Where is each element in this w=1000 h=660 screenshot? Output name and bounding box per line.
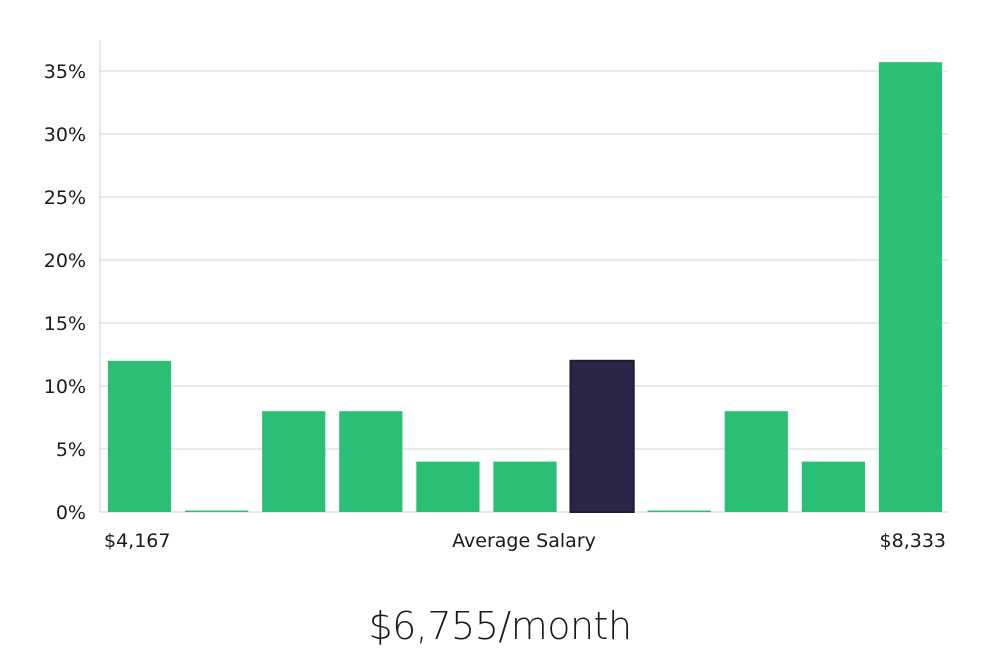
x-axis-title: Average Salary [452,530,596,552]
y-tick-label: 30% [44,124,86,146]
y-tick-label: 15% [44,313,86,335]
bar [493,461,557,512]
bar-highlighted [569,359,635,513]
bars [107,62,943,513]
y-tick-label: 25% [44,187,86,209]
bar [339,411,403,512]
bar [647,510,711,512]
x-axis-min-label: $4,167 [104,530,170,552]
y-tick-label: 5% [56,439,86,461]
bar [185,510,249,512]
y-tick-label: 0% [56,502,86,524]
x-axis-max-label: $8,333 [880,530,946,552]
y-axis-tick-labels: 0% 5% 10% 15% 20% 25% 30% 35% [44,61,86,524]
average-salary-value: $6,755/month [368,604,632,648]
bar [801,461,865,512]
y-tick-label: 10% [44,376,86,398]
bar [878,62,943,513]
bar [724,411,788,512]
salary-histogram: 0% 5% 10% 15% 20% 25% 30% 35% $4,167 Average Sa… [44,40,948,552]
y-tick-label: 20% [44,250,86,272]
y-tick-label: 35% [44,61,86,83]
grid-lines [100,70,948,513]
bar [107,360,172,512]
bar [262,411,326,512]
bar [416,461,480,512]
